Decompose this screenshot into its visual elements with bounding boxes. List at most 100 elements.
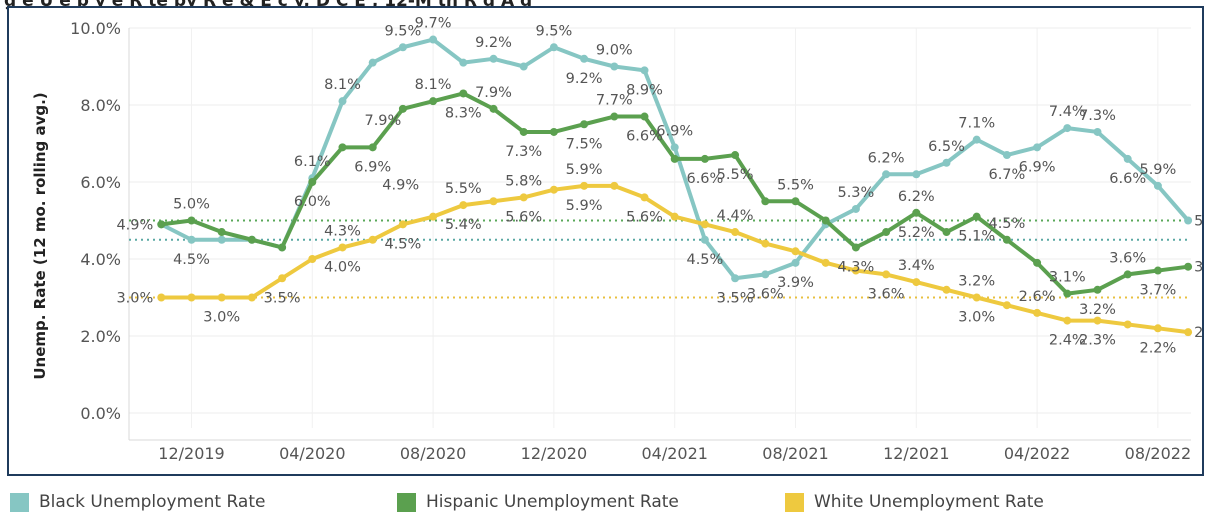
data-point-s2-1[interactable] <box>187 293 196 302</box>
data-point-s1-13[interactable] <box>549 127 558 136</box>
data-point-s1-19[interactable] <box>731 151 740 160</box>
data-point-s0-24[interactable] <box>882 170 891 179</box>
data-point-s1-26[interactable] <box>942 228 951 237</box>
data-point-s2-13[interactable] <box>549 185 558 194</box>
data-point-s2-27[interactable] <box>972 293 981 302</box>
data-point-s1-15[interactable] <box>610 112 619 121</box>
data-point-s1-16[interactable] <box>640 112 649 121</box>
data-point-s1-21[interactable] <box>791 197 800 206</box>
data-point-s1-25[interactable] <box>912 208 921 217</box>
data-point-s2-33[interactable] <box>1153 324 1162 333</box>
data-point-s2-21[interactable] <box>791 247 800 256</box>
data-point-s2-24[interactable] <box>882 270 891 279</box>
data-point-s2-12[interactable] <box>519 193 528 202</box>
data-point-s0-21[interactable] <box>791 258 800 267</box>
data-point-s0-14[interactable] <box>580 54 589 63</box>
data-point-s2-10[interactable] <box>459 201 468 210</box>
data-point-s2-0[interactable] <box>157 293 166 302</box>
data-point-s0-17[interactable] <box>670 143 679 152</box>
data-point-s0-13[interactable] <box>549 43 558 52</box>
data-point-s2-30[interactable] <box>1063 316 1072 325</box>
data-point-s0-29[interactable] <box>1033 143 1042 152</box>
data-point-s2-23[interactable] <box>851 266 860 275</box>
data-point-s1-1[interactable] <box>187 216 196 225</box>
data-point-s1-2[interactable] <box>217 228 226 237</box>
data-point-s1-32[interactable] <box>1123 270 1132 279</box>
data-point-s2-8[interactable] <box>398 220 407 229</box>
data-point-s1-28[interactable] <box>1002 235 1011 244</box>
data-point-s2-18[interactable] <box>700 220 709 229</box>
data-point-s0-25[interactable] <box>912 170 921 179</box>
data-point-s0-9[interactable] <box>429 35 438 44</box>
data-point-s2-11[interactable] <box>489 197 498 206</box>
data-point-s1-4[interactable] <box>278 243 287 252</box>
data-point-s0-11[interactable] <box>489 54 498 63</box>
data-point-s2-19[interactable] <box>731 228 740 237</box>
data-point-s2-29[interactable] <box>1033 308 1042 317</box>
data-point-s1-12[interactable] <box>519 127 528 136</box>
data-point-s1-24[interactable] <box>882 228 891 237</box>
data-point-s0-31[interactable] <box>1093 127 1102 136</box>
data-point-s1-0[interactable] <box>157 220 166 229</box>
data-point-s0-10[interactable] <box>459 58 468 67</box>
data-point-s1-31[interactable] <box>1093 285 1102 294</box>
data-point-s2-7[interactable] <box>368 235 377 244</box>
data-point-s0-32[interactable] <box>1123 154 1132 163</box>
data-point-s2-26[interactable] <box>942 285 951 294</box>
data-point-s2-17[interactable] <box>670 212 679 221</box>
data-point-s2-31[interactable] <box>1093 316 1102 325</box>
legend-item-hispanic[interactable]: Hispanic Unemployment Rate <box>397 492 679 512</box>
data-point-s1-29[interactable] <box>1033 258 1042 267</box>
data-point-s0-19[interactable] <box>731 274 740 283</box>
data-point-s1-33[interactable] <box>1153 266 1162 275</box>
data-point-s1-5[interactable] <box>308 178 317 186</box>
data-point-s2-3[interactable] <box>247 293 256 302</box>
data-point-s0-16[interactable] <box>640 66 649 75</box>
data-point-s0-7[interactable] <box>368 58 377 67</box>
data-point-s2-2[interactable] <box>217 293 226 302</box>
data-point-s1-8[interactable] <box>398 104 407 113</box>
data-point-s2-22[interactable] <box>821 258 830 267</box>
data-point-s1-23[interactable] <box>851 243 860 252</box>
data-point-s2-14[interactable] <box>580 181 589 190</box>
data-point-s2-16[interactable] <box>640 193 649 202</box>
data-point-s1-17[interactable] <box>670 154 679 163</box>
data-point-s0-26[interactable] <box>942 158 951 167</box>
data-point-s1-11[interactable] <box>489 104 498 113</box>
data-point-s0-33[interactable] <box>1153 181 1162 190</box>
data-point-s0-34[interactable] <box>1184 216 1193 225</box>
data-point-s1-7[interactable] <box>368 143 377 152</box>
data-point-s2-6[interactable] <box>338 243 347 252</box>
data-point-s1-20[interactable] <box>761 197 770 206</box>
data-point-s2-28[interactable] <box>1002 301 1011 310</box>
data-point-s0-20[interactable] <box>761 270 770 279</box>
data-point-s2-4[interactable] <box>278 274 287 283</box>
data-point-s1-10[interactable] <box>459 89 468 98</box>
data-point-s1-22[interactable] <box>821 216 830 225</box>
data-point-s0-18[interactable] <box>700 235 709 244</box>
data-point-s1-6[interactable] <box>338 143 347 152</box>
data-point-s1-9[interactable] <box>429 97 438 106</box>
data-point-s0-23[interactable] <box>851 204 860 213</box>
data-point-s0-8[interactable] <box>398 43 407 52</box>
data-point-s1-34[interactable] <box>1184 262 1193 271</box>
data-point-s2-32[interactable] <box>1123 320 1132 329</box>
data-point-s2-5[interactable] <box>308 255 317 263</box>
data-point-s2-9[interactable] <box>429 212 438 221</box>
data-point-s1-30[interactable] <box>1063 289 1072 298</box>
legend-item-white[interactable]: White Unemployment Rate <box>785 492 1044 512</box>
data-point-s1-18[interactable] <box>700 154 709 163</box>
data-point-s2-20[interactable] <box>761 239 770 248</box>
data-point-s1-3[interactable] <box>247 235 256 244</box>
data-point-s0-6[interactable] <box>338 97 347 106</box>
data-point-s0-15[interactable] <box>610 62 619 71</box>
data-point-s0-2[interactable] <box>217 235 226 244</box>
data-point-s0-27[interactable] <box>972 135 981 144</box>
data-point-s1-14[interactable] <box>580 120 589 129</box>
data-point-s2-34[interactable] <box>1184 328 1193 337</box>
data-point-s2-25[interactable] <box>912 278 921 287</box>
data-point-s0-30[interactable] <box>1063 124 1072 133</box>
data-point-s1-27[interactable] <box>972 212 981 221</box>
data-point-s0-1[interactable] <box>187 235 196 244</box>
data-point-s2-15[interactable] <box>610 181 619 190</box>
